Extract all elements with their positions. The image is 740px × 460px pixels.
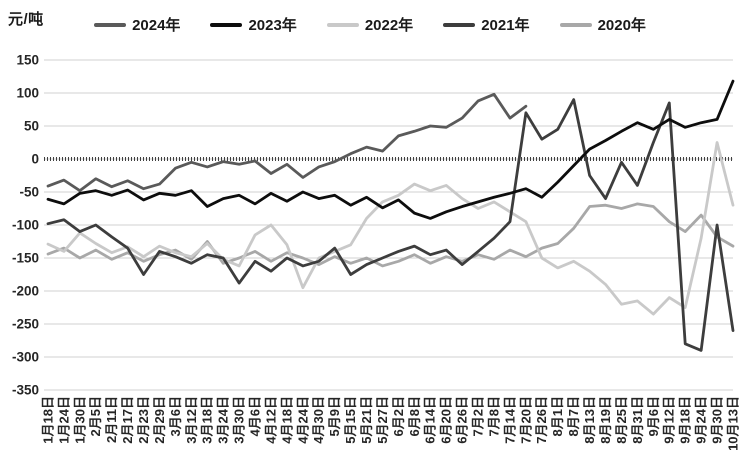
legend-label: 2023年 [248,17,297,34]
legend-item-2020年: 2020年 [559,14,646,35]
x-tick-label-7月26日: 7月26日 [534,396,549,444]
y-axis-unit-label: 元/吨 [8,11,44,28]
x-tick-label-3月24日: 3月24日 [216,396,231,444]
legend-item-2021年: 2021年 [443,14,530,35]
x-tick-label-7月2日: 7月2日 [471,396,486,436]
x-tick-label-4月12日: 4月12日 [263,396,278,444]
series-line-2021年 [46,98,735,352]
legend-swatch [210,22,243,27]
x-tick-label-10月13日: 10月13日 [725,396,740,451]
x-tick-label-8月1日: 8月1日 [550,396,565,436]
x-tick-label-1月30日: 1月30日 [72,396,87,444]
x-tick-label-2月23日: 2月23日 [136,396,151,444]
legend-item-2023年: 2023年 [210,14,297,35]
y-tick-label--200: -200 [12,284,39,299]
y-tick-label--250: -250 [12,317,39,332]
legend-swatch [94,22,127,27]
x-tick-label-8月13日: 8月13日 [582,396,597,444]
chart-legend: 2024年 2023年 2022年 2021年 2020年 [0,14,740,35]
x-tick-label-8月25日: 8月25日 [614,396,629,444]
x-tick-label-2月5日: 2月5日 [88,396,103,436]
x-tick-label-7月14日: 7月14日 [502,396,517,444]
legend-item-2024年: 2024年 [94,14,180,35]
series-line-2022年 [46,141,735,316]
x-tick-label-9月30日: 9月30日 [709,396,724,444]
y-tick-label-50: 50 [24,119,39,134]
series-line-2024年 [46,92,528,193]
x-tick-label-1月18日: 1月18日 [40,396,55,444]
x-tick-label-4月30日: 4月30日 [311,396,326,444]
x-tick-label-2月29日: 2月29日 [152,396,167,444]
x-tick-label-5月15日: 5月15日 [343,396,358,444]
x-tick-label-7月8日: 7月8日 [486,396,501,436]
x-tick-label-9月6日: 9月6日 [646,396,661,436]
legend-label: 2024年 [132,17,181,34]
legend-item-2022年: 2022年 [326,14,414,35]
x-tick-label-9月18日: 9月18日 [678,396,693,444]
x-tick-label-9月24日: 9月24日 [694,396,709,444]
y-tick-label-100: 100 [16,86,39,101]
x-tick-label-3月30日: 3月30日 [232,396,247,444]
legend-label: 2020年 [597,17,646,34]
x-tick-label-6月26日: 6月26日 [455,396,470,444]
y-tick-label--50: -50 [19,185,39,200]
x-tick-label-5月27日: 5月27日 [375,396,390,444]
x-tick-label-6月2日: 6月2日 [391,396,406,436]
y-tick-label--350: -350 [12,383,39,398]
legend-label: 2022年 [364,17,414,34]
x-tick-label-8月7日: 8月7日 [566,396,581,436]
x-tick-label-3月12日: 3月12日 [184,396,199,444]
x-tick-label-7月20日: 7月20日 [518,396,533,444]
x-tick-label-4月24日: 4月24日 [295,396,310,444]
x-tick-label-6月20日: 6月20日 [439,396,454,444]
y-tick-label-0: 0 [31,152,39,167]
x-tick-label-3月6日: 3月6日 [168,396,183,436]
x-tick-label-4月18日: 4月18日 [279,396,294,444]
x-tick-label-2月17日: 2月17日 [120,396,135,444]
x-tick-label-5月21日: 5月21日 [359,396,374,444]
x-tick-label-6月14日: 6月14日 [423,396,438,444]
x-tick-label-9月12日: 9月12日 [662,396,677,444]
y-tick-label-150: 150 [16,53,39,68]
x-tick-label-1月24日: 1月24日 [56,396,71,444]
x-tick-label-4月6日: 4月6日 [248,396,263,436]
y-tick-label--150: -150 [12,251,39,266]
x-tick-label-6月8日: 6月8日 [407,396,422,436]
x-tick-label-8月31日: 8月31日 [630,396,645,444]
x-tick-label-2月11日: 2月11日 [104,396,119,443]
legend-swatch [326,22,359,27]
series-line-2023年 [46,79,735,220]
x-tick-label-3月18日: 3月18日 [200,396,215,444]
legend-swatch [559,22,592,27]
series-line-2020年 [46,202,735,268]
x-tick-label-5月9日: 5月9日 [327,396,342,436]
legend-label: 2021年 [481,17,530,34]
x-tick-label-8月19日: 8月19日 [598,396,613,444]
legend-swatch [443,22,476,27]
y-tick-label--100: -100 [12,218,39,233]
y-tick-label--300: -300 [12,350,39,365]
